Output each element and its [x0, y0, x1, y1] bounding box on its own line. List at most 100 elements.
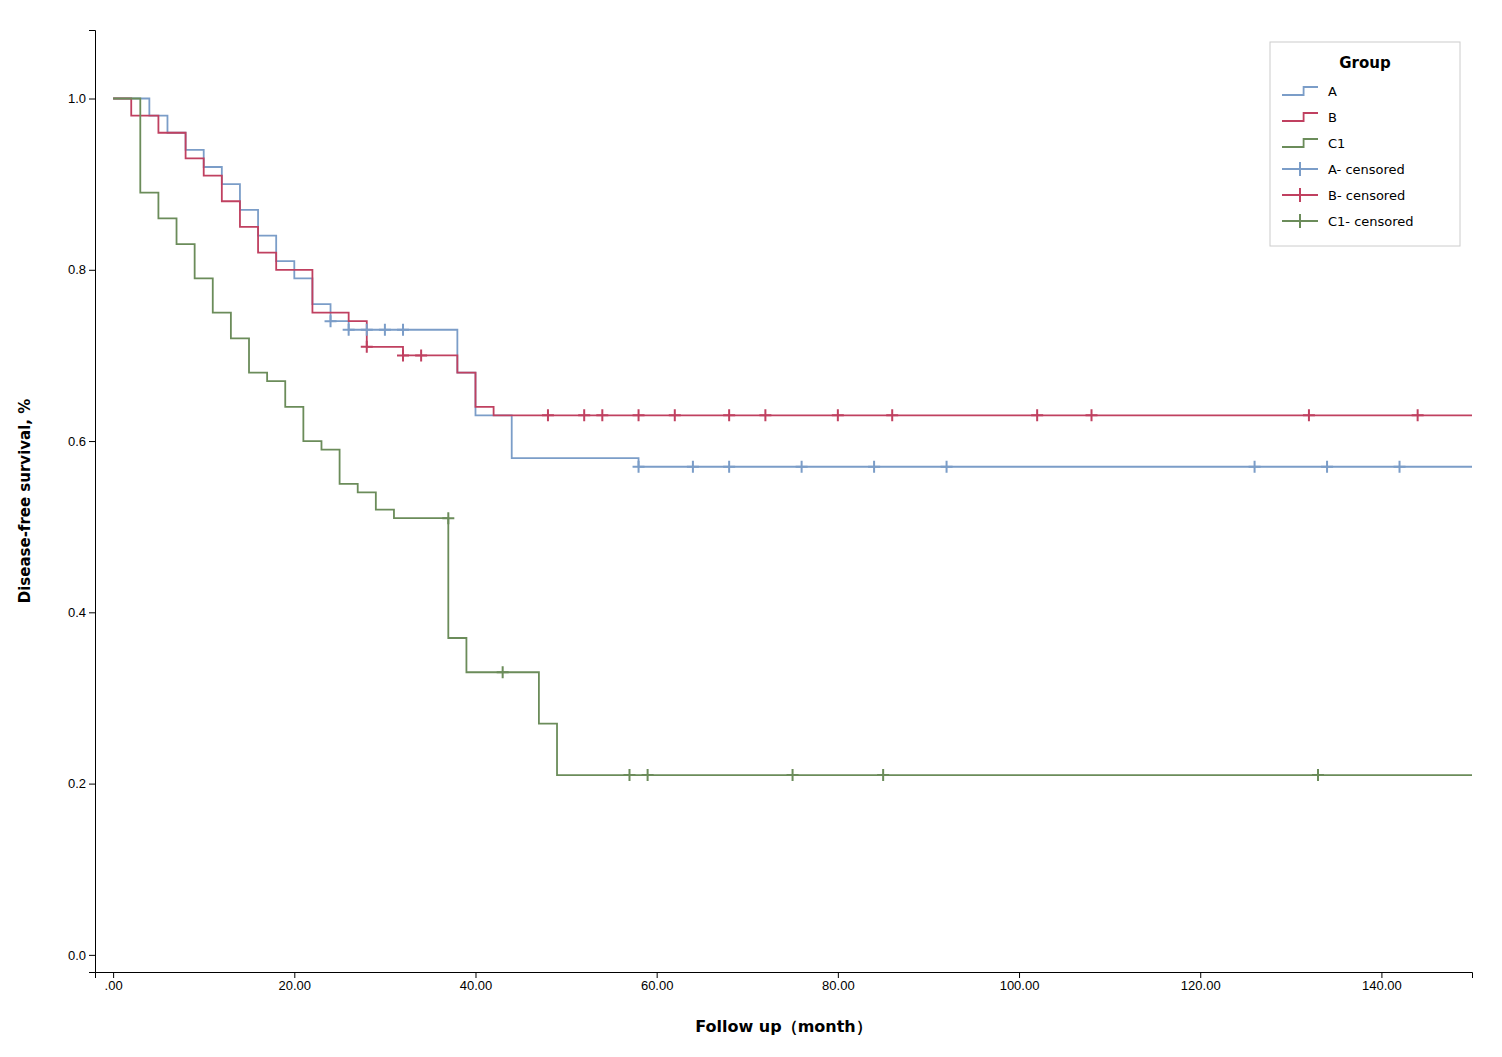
legend-label: B- censored	[1328, 188, 1405, 203]
x-tick: 20.00	[279, 972, 312, 993]
legend-swatch	[1282, 87, 1318, 95]
legend-swatch	[1282, 113, 1318, 121]
x-tick-mark	[838, 972, 839, 978]
legend-entry: B- censored	[1282, 188, 1405, 203]
x-tick-mark	[1381, 972, 1382, 978]
y-tick-label: 1.0	[68, 91, 86, 106]
censor-mark	[325, 315, 337, 327]
x-axis-title: Follow up（month）	[695, 1017, 872, 1036]
x-tick: 80.00	[822, 972, 855, 993]
censor-mark	[361, 324, 373, 336]
censor-mark	[1394, 461, 1406, 473]
y-tick-label: 0.6	[68, 434, 86, 449]
censor-mark	[796, 461, 808, 473]
x-axis: .00 20.00 40.00 60.00 80.00 100.00 120.00 140.0…	[96, 972, 1473, 993]
y-tick-label: 0.8	[68, 262, 86, 277]
censor-mark	[379, 324, 391, 336]
y-tick-label: 0.4	[68, 605, 86, 620]
x-tick: 120.00	[1181, 972, 1221, 993]
y-tick-mark	[89, 270, 95, 271]
censor-mark	[832, 409, 844, 421]
survival-curve	[113, 99, 1472, 416]
censor-mark	[941, 461, 953, 473]
legend-title: Group	[1339, 54, 1391, 72]
x-tick-mark	[475, 972, 476, 978]
x-tick: 140.00	[1362, 972, 1402, 993]
y-tick-mark	[89, 441, 95, 442]
censor-mark	[1303, 409, 1315, 421]
x-tick-label: .00	[105, 978, 123, 993]
legend-box	[1270, 42, 1460, 246]
survival-curve	[113, 99, 1472, 467]
y-tick-label: 0.2	[68, 776, 86, 791]
censor-mark	[361, 341, 373, 353]
y-tick: 0.6	[68, 434, 95, 449]
legend-swatch	[1282, 139, 1318, 147]
x-tick-mark	[113, 972, 114, 978]
censor-mark	[397, 349, 409, 361]
x-tick-mark	[1200, 972, 1201, 978]
censor-mark	[343, 324, 355, 336]
y-tick-mark	[89, 784, 95, 785]
x-tick: 100.00	[1000, 972, 1040, 993]
y-tick: 0.0	[68, 948, 95, 963]
x-tick-label: 120.00	[1181, 978, 1221, 993]
censor-mark	[542, 409, 554, 421]
censor-mark	[442, 512, 454, 524]
legend-label: C1- censored	[1328, 214, 1414, 229]
x-tick-label: 80.00	[822, 978, 855, 993]
y-tick: 0.4	[68, 605, 95, 620]
censor-mark	[596, 409, 608, 421]
y-tick: 0.8	[68, 262, 95, 277]
y-tick-label: 0.0	[68, 948, 86, 963]
y-tick: 0.2	[68, 776, 95, 791]
censor-mark	[623, 769, 635, 781]
x-axis-line	[96, 973, 1473, 979]
y-tick-mark	[89, 612, 95, 613]
x-tick-mark	[657, 972, 658, 978]
legend-entry: A	[1282, 84, 1337, 99]
censor-mark	[397, 324, 409, 336]
y-tick: 1.0	[68, 91, 95, 106]
censor-mark	[497, 666, 509, 678]
censor-mark	[723, 461, 735, 473]
legend-label: B	[1328, 110, 1337, 125]
x-tick-label: 140.00	[1362, 978, 1402, 993]
x-tick-label: 40.00	[460, 978, 493, 993]
censor-mark	[1086, 409, 1098, 421]
censor-mark	[633, 461, 645, 473]
y-tick-mark	[89, 99, 95, 100]
legend-label: A	[1328, 84, 1337, 99]
censor-mark	[578, 409, 590, 421]
plot: .00 20.00 40.00 60.00 80.00 100.00 120.00 140.0…	[68, 31, 1473, 994]
censor-mark	[687, 461, 699, 473]
legend-swatch	[1293, 162, 1307, 176]
legend: GroupAB C1 A- censored B- censored C1- censo…	[1270, 42, 1460, 246]
x-tick-mark	[294, 972, 295, 978]
censor-mark	[868, 461, 880, 473]
y-axis-line	[89, 31, 96, 973]
censor-mark	[723, 409, 735, 421]
y-tick-mark	[89, 955, 95, 956]
censor-mark	[877, 769, 889, 781]
x-tick: 60.00	[641, 972, 674, 993]
x-tick-label: 100.00	[1000, 978, 1040, 993]
legend-entry: B	[1282, 110, 1337, 125]
legend-swatch	[1293, 188, 1307, 202]
x-tick-mark	[1019, 972, 1020, 978]
survival-curve	[113, 99, 1472, 776]
censor-mark	[1312, 769, 1324, 781]
censor-mark	[1249, 461, 1261, 473]
y-axis: 0.0 0.2 0.4 0.6 0.8 1.0	[68, 31, 96, 973]
censor-mark	[759, 409, 771, 421]
censor-mark	[1412, 409, 1424, 421]
legend-label: C1	[1328, 136, 1345, 151]
legend-entry: C1	[1282, 136, 1345, 151]
x-tick: 40.00	[460, 972, 493, 993]
x-tick-label: 60.00	[641, 978, 674, 993]
censor-mark	[642, 769, 654, 781]
legend-label: A- censored	[1328, 162, 1405, 177]
censor-mark	[669, 409, 681, 421]
censor-mark	[1321, 461, 1333, 473]
chart: .00 20.00 40.00 60.00 80.00 100.00 120.00 140.0…	[0, 0, 1502, 1057]
